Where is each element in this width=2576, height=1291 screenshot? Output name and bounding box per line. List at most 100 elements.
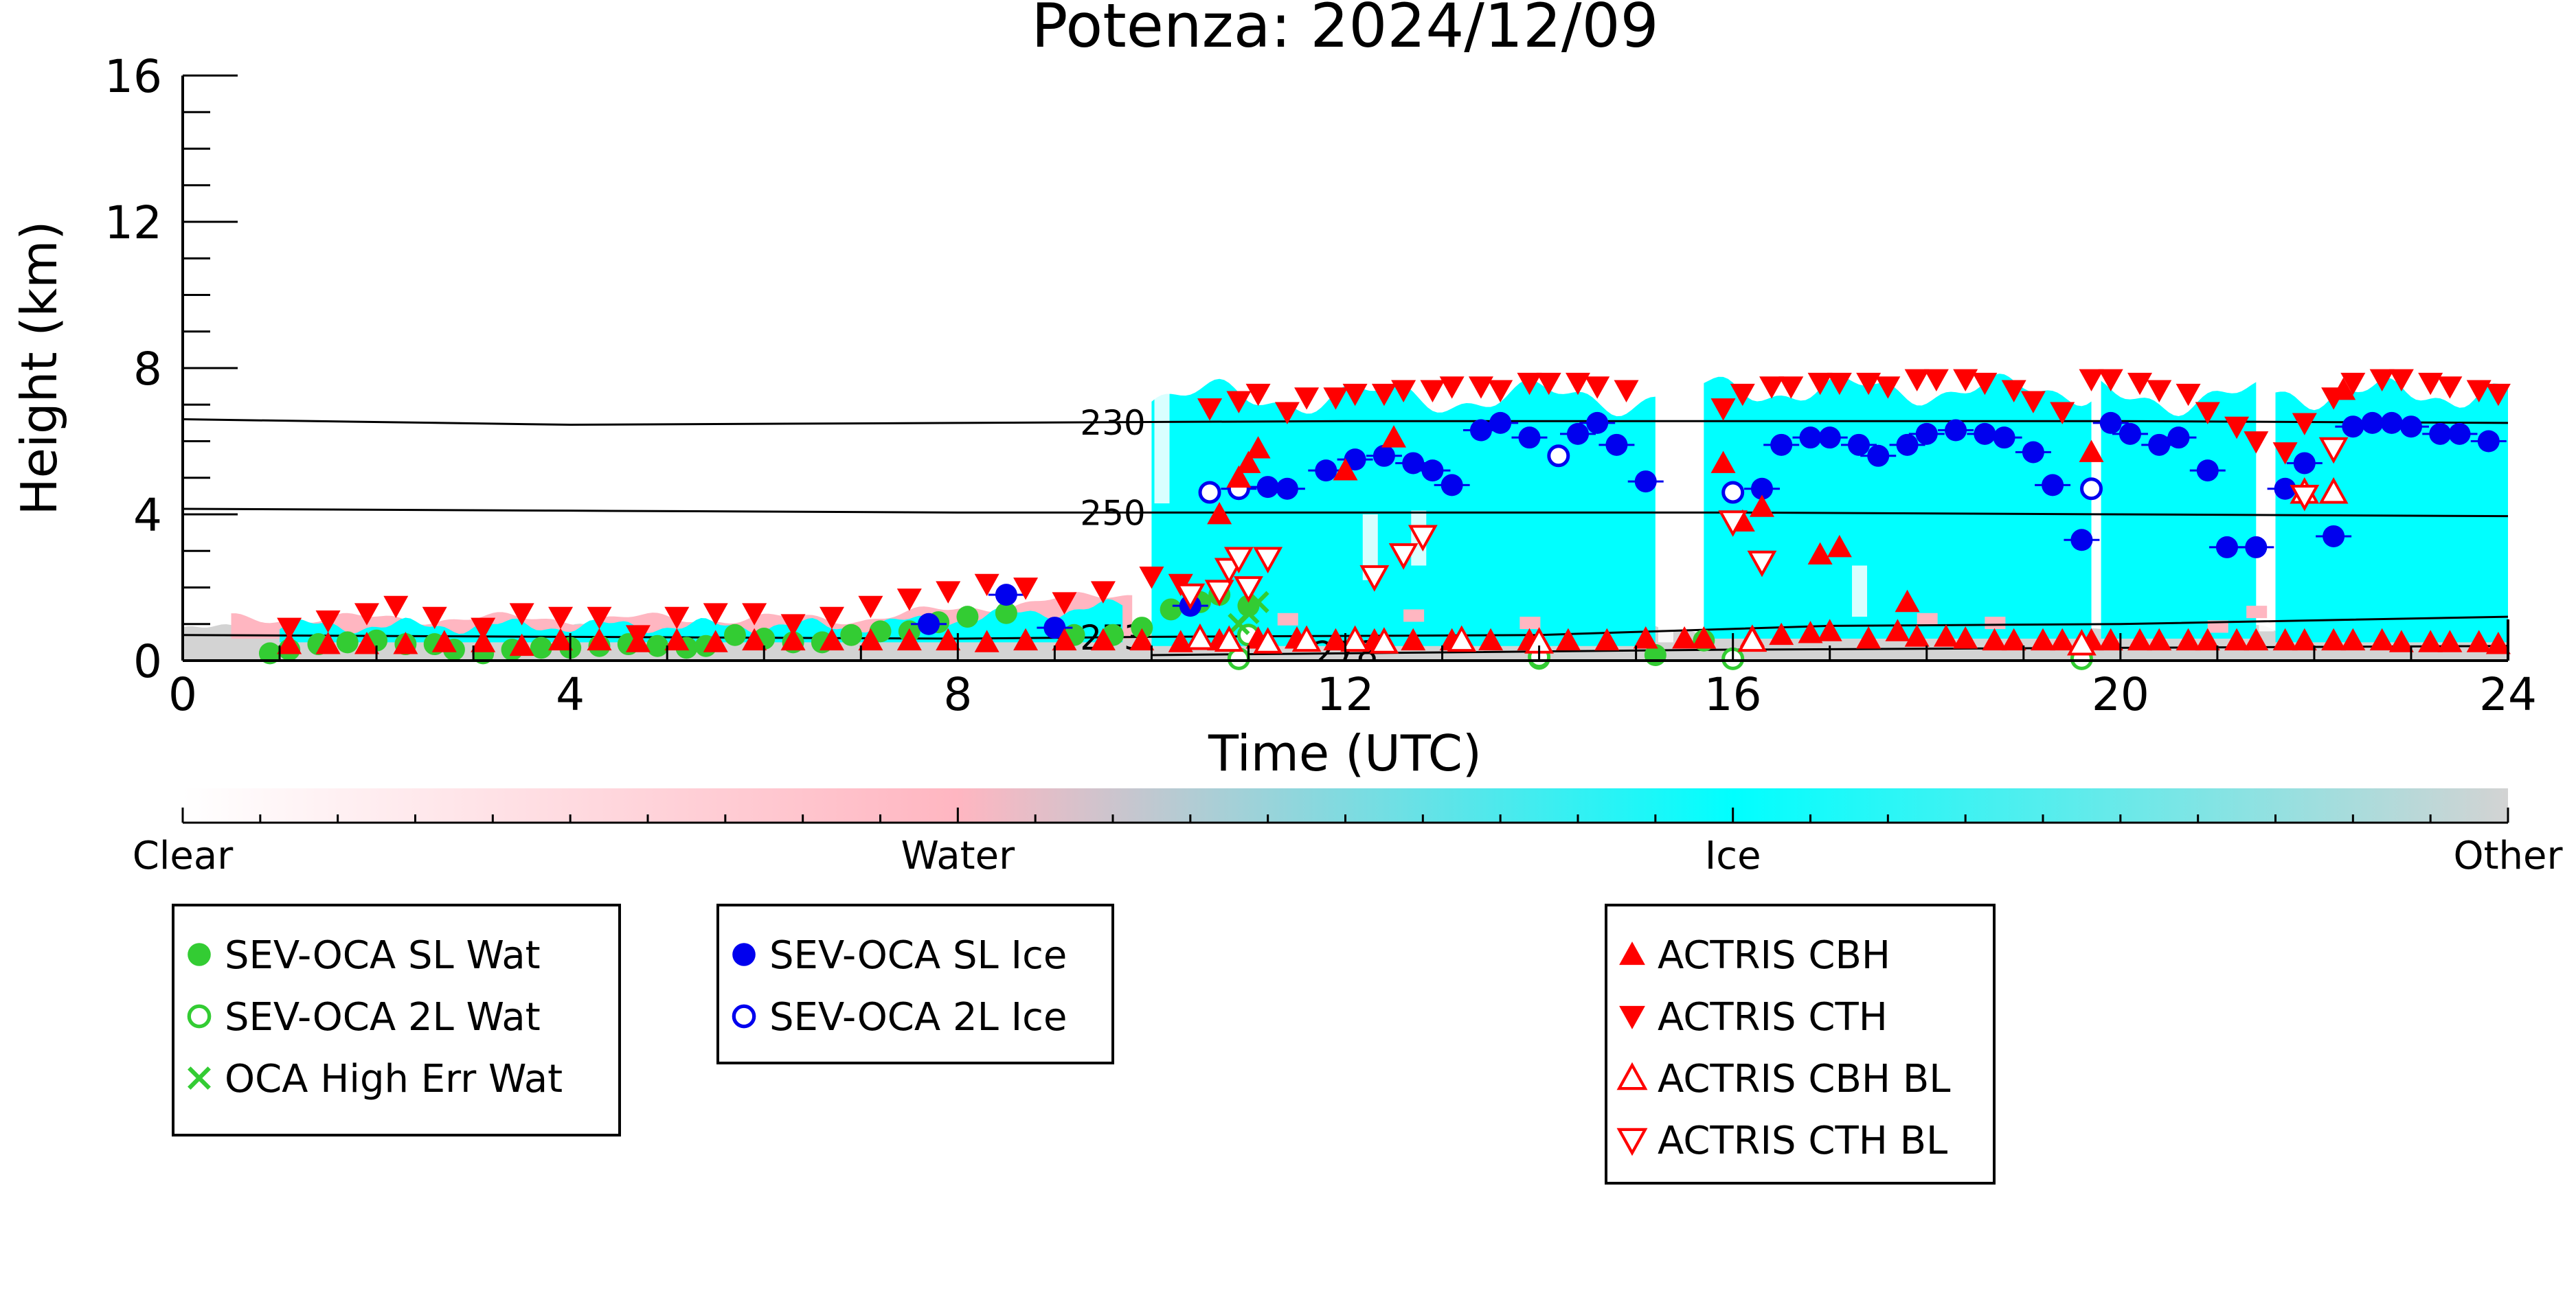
- data-point: [2293, 452, 2316, 475]
- data-point: [1323, 628, 1348, 651]
- data-point: [1226, 391, 1252, 413]
- data-point: [1827, 372, 1852, 396]
- legend-marker: [1619, 1005, 1645, 1029]
- data-point: [2321, 387, 2347, 410]
- data-point: [509, 603, 534, 626]
- data-point: [1420, 380, 1445, 402]
- data-point: [1517, 372, 1542, 396]
- data-point: [1245, 436, 1271, 459]
- legend-entry: SEV-OCA SL Ice: [769, 933, 1067, 978]
- data-point: [1848, 433, 1871, 456]
- data-point: [819, 606, 844, 630]
- data-point: [1547, 444, 1570, 468]
- data-point: [1223, 547, 1254, 574]
- data-point: [2245, 536, 2268, 558]
- data-point: [1672, 626, 1697, 649]
- data-point: [2001, 628, 2026, 651]
- data-point: [2098, 628, 2123, 651]
- colorbar-label-clear: Clear: [133, 834, 234, 878]
- data-point: [2215, 536, 2238, 558]
- data-point: [277, 617, 302, 641]
- data-point: [2050, 628, 2075, 651]
- data-point: [1488, 380, 1513, 402]
- data-point: [2340, 372, 2366, 396]
- data-point: [2418, 630, 2443, 652]
- data-point: [840, 624, 863, 646]
- data-point: [2485, 632, 2511, 654]
- data-point: [2099, 411, 2122, 434]
- data-point: [1333, 458, 1358, 481]
- data-point: [509, 633, 534, 656]
- data-point: [742, 603, 767, 626]
- legend-entry: ACTRIS CTH: [1658, 995, 1888, 1040]
- legend-entry: SEV-OCA SL Wat: [225, 933, 541, 978]
- data-point: [858, 628, 883, 651]
- data-point: [1323, 387, 1348, 410]
- data-point: [2418, 372, 2443, 396]
- data-point: [2318, 477, 2349, 504]
- data-point: [1633, 626, 1658, 649]
- data-point: [2342, 415, 2364, 438]
- data-point: [548, 606, 574, 630]
- data-point: [1749, 494, 1774, 517]
- data-point: [1381, 425, 1407, 448]
- legend-marker: [732, 1004, 756, 1029]
- data-point: [2119, 422, 2141, 445]
- legend-entry: ACTRIS CTH BL: [1658, 1119, 1947, 1163]
- data-point: [1274, 402, 1300, 424]
- data-point: [896, 589, 922, 611]
- data-point: [587, 606, 612, 630]
- data-point: [2224, 628, 2250, 651]
- field-gap-2: [1658, 386, 1673, 643]
- data-point: [1798, 621, 1823, 643]
- water-speck-5: [2207, 620, 2228, 633]
- data-point: [1856, 626, 1882, 649]
- legend-marker: [187, 1004, 212, 1029]
- data-point: [1807, 542, 1833, 564]
- data-point: [936, 581, 961, 604]
- data-point: [1904, 369, 1930, 391]
- data-point: [2042, 474, 2064, 496]
- data-point: [995, 584, 1017, 606]
- data-point: [1090, 581, 1116, 604]
- data-point: [2318, 437, 2349, 464]
- data-point: [1827, 534, 1852, 558]
- data-point: [1586, 411, 1609, 434]
- data-point: [2274, 477, 2296, 500]
- data-point: [2176, 383, 2201, 407]
- colorbar-label-ice: Ice: [1705, 834, 1761, 878]
- legend-entry: SEV-OCA 2L Ice: [769, 995, 1067, 1040]
- data-point: [1185, 623, 1215, 650]
- x-tick-label: 4: [556, 668, 585, 721]
- data-point: [2080, 477, 2103, 501]
- series-actris-cth-bl: [1175, 437, 2349, 610]
- plot-axes: 0 4 8 12 16 20 24 0 4 8 12 16: [104, 50, 2537, 721]
- data-point: [703, 603, 728, 626]
- data-point: [2290, 484, 2320, 512]
- data-point: [1131, 617, 1153, 639]
- data-point: [471, 617, 496, 641]
- data-point: [1401, 628, 1426, 651]
- data-point: [1198, 481, 1221, 504]
- data-point: [2127, 628, 2153, 651]
- data-point: [1013, 628, 1039, 651]
- data-point: [258, 642, 281, 665]
- data-point: [2437, 376, 2463, 399]
- data-point: [1236, 450, 1261, 473]
- data-point: [1993, 426, 2015, 449]
- data-point: [2148, 433, 2171, 456]
- data-point: [2167, 426, 2190, 449]
- data-point: [1945, 419, 1967, 442]
- data-point: [1388, 543, 1419, 570]
- y-tick-label: 8: [133, 343, 162, 396]
- data-point: [2292, 628, 2317, 651]
- data-point: [1759, 376, 1785, 399]
- data-point: [471, 630, 496, 652]
- data-point: [1372, 444, 1395, 467]
- data-point: [1750, 477, 1773, 500]
- data-point: [1737, 625, 1767, 652]
- data-point: [2369, 369, 2395, 391]
- data-point: [548, 628, 574, 651]
- data-point: [1478, 628, 1504, 651]
